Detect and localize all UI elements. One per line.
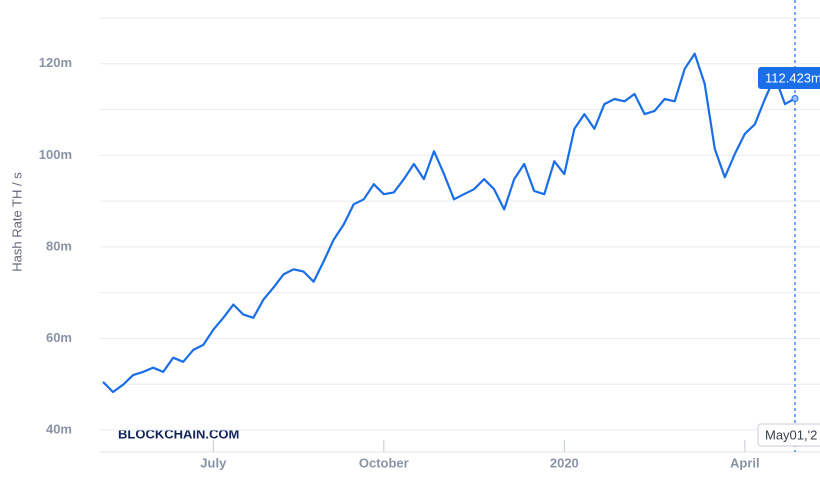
hover-dot bbox=[791, 94, 799, 102]
y-tick-label: 80m bbox=[46, 238, 72, 253]
tooltip-value: 112.423m bbox=[765, 70, 820, 85]
x-tick-label: 2020 bbox=[550, 455, 579, 470]
data-line bbox=[102, 52, 796, 394]
y-tick-label: 120m bbox=[39, 55, 72, 70]
y-tick-label: 100m bbox=[39, 147, 72, 162]
date-label: May01,'2 bbox=[765, 427, 817, 442]
y-tick-label: 60m bbox=[46, 330, 72, 345]
x-tick-label: April bbox=[730, 455, 760, 470]
x-tick-label: July bbox=[200, 455, 227, 470]
y-axis-title: Hash Rate TH / s bbox=[9, 172, 24, 272]
date-box bbox=[757, 423, 820, 447]
tooltip-box bbox=[758, 67, 820, 89]
y-tick-label: 40m bbox=[46, 421, 72, 436]
x-tick-label: October bbox=[359, 455, 409, 470]
brand: BLOCKCHAIN.COM bbox=[118, 426, 239, 441]
